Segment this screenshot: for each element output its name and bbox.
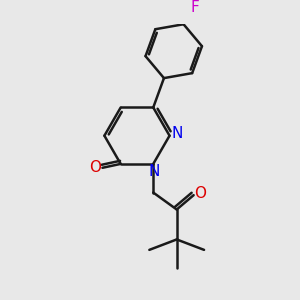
Text: F: F bbox=[191, 0, 200, 15]
Text: N: N bbox=[171, 126, 182, 141]
Text: O: O bbox=[194, 186, 206, 201]
Text: N: N bbox=[149, 164, 160, 179]
Text: O: O bbox=[89, 160, 101, 175]
